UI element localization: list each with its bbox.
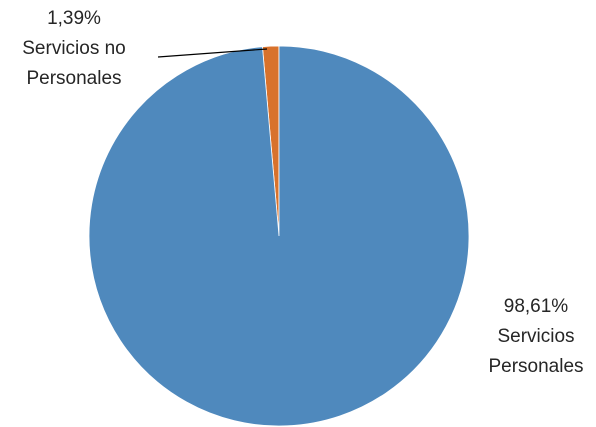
pie-slice-servicios-personales bbox=[88, 45, 470, 427]
category-label-servicios-personales-line2: Personales bbox=[488, 356, 583, 377]
percent-label-servicios-no-personales: 1,39% bbox=[47, 8, 101, 29]
category-label-servicios-no-personales-line1: Servicios no bbox=[22, 38, 126, 59]
percent-label-servicios-personales: 98,61% bbox=[504, 296, 569, 317]
category-label-servicios-personales-line1: Servicios bbox=[497, 326, 574, 347]
category-label-servicios-no-personales-line2: Personales bbox=[26, 68, 121, 89]
pie-slices bbox=[88, 45, 470, 427]
data-label-servicios-personales: 98,61% Servicios Personales bbox=[488, 296, 583, 377]
leader-line-servicios-no-personales bbox=[157, 48, 268, 58]
data-label-servicios-no-personales: 1,39% Servicios no Personales bbox=[22, 8, 126, 89]
